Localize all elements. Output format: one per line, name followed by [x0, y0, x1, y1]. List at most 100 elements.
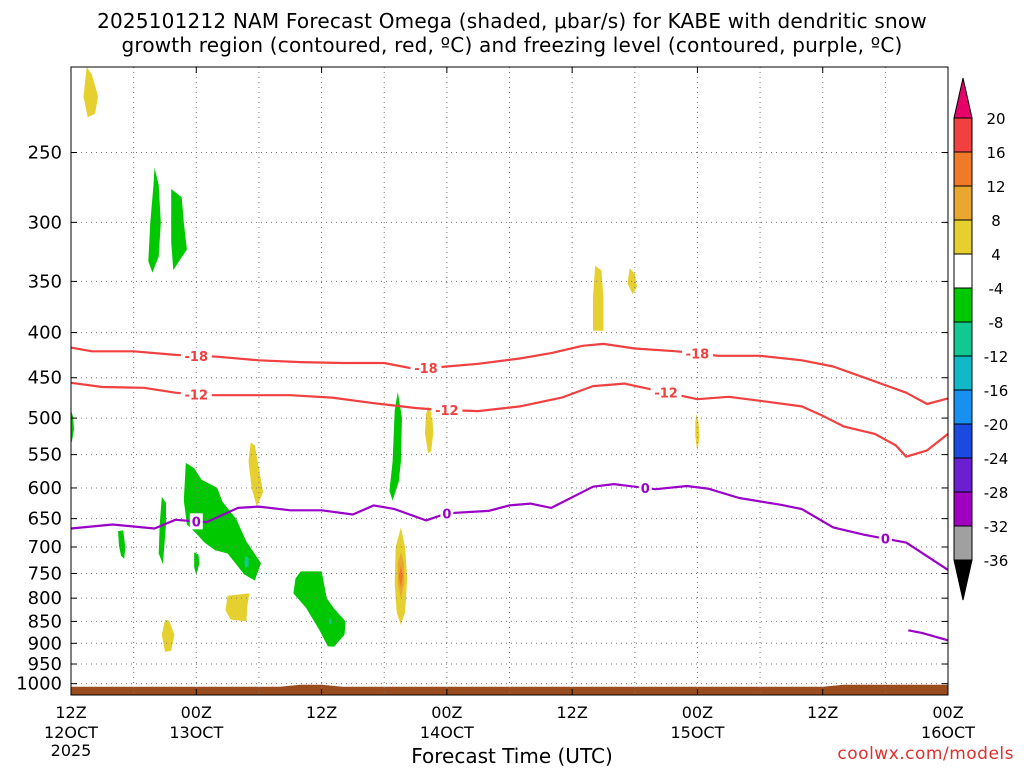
colorbar-bin: [953, 287, 973, 323]
x-tick-label: 00Z: [431, 703, 462, 722]
colorbar-label: -4: [989, 280, 1004, 298]
y-tick-label: 250: [28, 142, 62, 163]
omega-region-11: [161, 620, 175, 652]
contour-label: -12: [654, 387, 678, 402]
x-tick-label: 00Z: [682, 703, 713, 722]
credit-link[interactable]: coolwx.com/models: [837, 744, 1014, 764]
terrain-area: [71, 684, 948, 695]
omega-region-19: [593, 265, 604, 331]
omega-region-6: [244, 555, 249, 569]
omega-region-13: [328, 617, 332, 625]
x-tick-label: 00Z: [181, 703, 212, 722]
contour-label: 0: [881, 533, 890, 548]
contour-label-bg: [431, 401, 463, 418]
x-axis-label: Forecast Time (UTC): [411, 744, 613, 768]
contour-label: -18: [686, 348, 710, 363]
contour-label: 0: [192, 515, 201, 530]
x-tick-label: 12Z: [306, 703, 337, 722]
contour-label: -12: [185, 388, 209, 403]
colorbar-label: -28: [984, 484, 1009, 502]
colorbar-label: 20: [986, 110, 1005, 128]
colorbar-bin: [953, 219, 973, 255]
contour-label: 0: [442, 507, 451, 522]
colorbar-label: 16: [986, 144, 1005, 162]
x-tick-date: 15OCT: [670, 723, 724, 742]
colorbar-label: -36: [984, 552, 1009, 570]
y-axis: 2503003504004505005506006507007508008509…: [16, 142, 948, 695]
x-tick-label: 12Z: [556, 703, 587, 722]
colorbar-bin: [953, 185, 973, 221]
y-tick-label: 400: [28, 323, 62, 344]
omega-region-1: [148, 167, 161, 273]
y-tick-label: 750: [28, 563, 62, 584]
y-tick-label: 950: [28, 654, 62, 675]
terrain-layer: [71, 684, 948, 695]
colorbar-label: -8: [989, 314, 1004, 332]
contour-label-bg: [681, 345, 713, 362]
y-tick-label: 700: [28, 537, 62, 558]
colorbar-label: 12: [986, 178, 1005, 196]
contour-line-3: [908, 629, 949, 642]
contour-label-bg: [650, 384, 682, 401]
colorbar: 20 16 12 8 4 -4 -8 -12 -16 -20 -24 -28 -32 -36: [953, 77, 1009, 601]
omega-region-12: [293, 571, 346, 647]
x-tick-date: 16OCT: [921, 723, 975, 742]
omega-region-7: [158, 496, 166, 565]
omega-region-2: [171, 189, 187, 271]
colorbar-label: -24: [984, 450, 1009, 468]
y-tick-label: 650: [28, 509, 62, 530]
contour-layer: -18 -18 -18 -12 -12 -12 0 0 0 0: [70, 342, 949, 642]
colorbar-bin: [953, 457, 973, 493]
x-tick-date: 13OCT: [169, 723, 223, 742]
colorbar-bin: [953, 423, 973, 459]
colorbar-bin: [953, 389, 973, 425]
colorbar-bin: [953, 151, 973, 187]
contour-label-bg: [189, 513, 203, 530]
omega-region-5: [183, 462, 261, 581]
contour-label: -18: [185, 350, 209, 365]
colorbar-label: -12: [984, 348, 1009, 366]
colorbar-bin: [953, 355, 973, 391]
colorbar-arrow-top: [953, 77, 973, 119]
y-tick-label: 850: [28, 611, 62, 632]
contour-label: 0: [641, 482, 650, 497]
omega-region-9: [194, 552, 200, 576]
omega-region-17: [398, 565, 403, 588]
chart-title-line-2: growth region (contoured, red, ºC) and f…: [121, 33, 903, 57]
grid-layer: [71, 67, 948, 695]
x-tick-label: 12Z: [55, 703, 86, 722]
y-tick-label: 300: [28, 212, 62, 233]
colorbar-label: -32: [984, 518, 1009, 536]
colorbar-bin: [953, 253, 973, 289]
colorbar-bin: [953, 491, 973, 527]
contour-label: -18: [414, 362, 438, 377]
omega-region-10: [225, 593, 250, 622]
contour-label-bg: [440, 505, 454, 522]
omega-region-4: [248, 442, 264, 507]
omega-region-8: [118, 530, 126, 559]
y-tick-label: 450: [28, 368, 62, 389]
x-tick-year: 2025: [51, 741, 92, 760]
omega-region-20: [627, 268, 637, 295]
y-tick-label: 350: [28, 271, 62, 292]
contour-line-0: [70, 342, 949, 406]
x-tick-label: 00Z: [932, 703, 963, 722]
y-tick-label: 600: [28, 478, 62, 499]
y-tick-label: 550: [28, 445, 62, 466]
contour-line-1: [70, 381, 949, 458]
x-tick-label: 12Z: [807, 703, 838, 722]
y-tick-label: 1000: [16, 674, 62, 695]
contour-label-bg: [878, 530, 892, 547]
omega-shading-layer: [71, 67, 700, 652]
colorbar-bin: [953, 321, 973, 357]
y-tick-label: 800: [28, 588, 62, 609]
omega-region-14: [389, 391, 402, 501]
colorbar-label: 4: [991, 246, 1001, 264]
contour-line-2: [70, 483, 949, 571]
contour-label-bg: [638, 479, 652, 496]
x-tick-date: 12OCT: [44, 723, 98, 742]
colorbar-label: -16: [984, 382, 1009, 400]
contour-label: -12: [435, 404, 459, 419]
chart-title-line-1: 2025101212 NAM Forecast Omega (shaded, μ…: [97, 9, 927, 33]
